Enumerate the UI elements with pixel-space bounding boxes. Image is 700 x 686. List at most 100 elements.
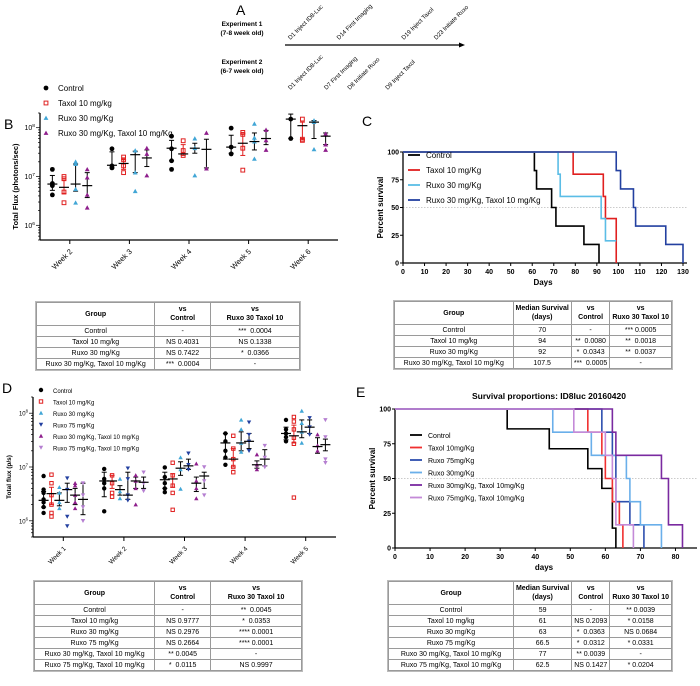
table-cell: Control bbox=[394, 324, 514, 336]
table-row: Control - ** 0.0045 bbox=[33, 604, 302, 616]
data-point bbox=[109, 494, 115, 499]
series-2 bbox=[70, 118, 320, 205]
survival-curve-3 bbox=[403, 151, 684, 263]
y-tick-label: 25 bbox=[383, 511, 391, 518]
header-text: vs bbox=[636, 305, 645, 312]
data-point bbox=[117, 476, 123, 481]
table-cell: * 0.0115 bbox=[154, 659, 212, 671]
table-cell: - bbox=[571, 604, 611, 616]
data-point bbox=[72, 500, 78, 505]
y-tick-exponent: 6 bbox=[32, 221, 35, 227]
data-point bbox=[186, 463, 191, 467]
data-point bbox=[283, 427, 289, 432]
data-point bbox=[84, 166, 90, 172]
data-point bbox=[121, 154, 126, 160]
data-point bbox=[141, 489, 146, 494]
data-point bbox=[41, 504, 46, 510]
y-tick-label: 100 bbox=[379, 407, 391, 414]
table-header-row: Group vs Control vs Ruxo 30 Taxol 10 bbox=[33, 581, 302, 605]
survival-curve-0 bbox=[403, 151, 600, 263]
y-tick-label: 0 bbox=[395, 261, 399, 268]
data-point bbox=[162, 465, 168, 470]
y-axis-label: Percent survival bbox=[368, 448, 377, 510]
table-cell: Ruxo 75 mg/Kg, Taxol 10 mg/Kg bbox=[33, 659, 156, 671]
table-row: Control - *** 0.0004 bbox=[35, 325, 301, 337]
header-text: vs bbox=[636, 585, 645, 592]
data-point bbox=[144, 151, 150, 156]
stats-table-d: Group vs Control vs Ruxo 30 Taxol 10 Control -… bbox=[33, 580, 303, 672]
data-point bbox=[41, 490, 46, 496]
table-cell: Taxol 10 mg/kg bbox=[394, 335, 514, 347]
data-point bbox=[38, 410, 44, 415]
header-text: vs bbox=[586, 305, 595, 312]
timeline-event-exp2: D9 Inject Taxol bbox=[385, 59, 417, 91]
header-text: Control bbox=[578, 594, 604, 601]
table-cell: Control bbox=[33, 604, 156, 616]
x-tick-label: 60 bbox=[601, 554, 609, 561]
table-cell: Control bbox=[388, 604, 514, 616]
data-point bbox=[43, 85, 49, 91]
x-tick-label: 10 bbox=[421, 269, 429, 276]
data-point bbox=[180, 138, 186, 144]
data-point bbox=[291, 419, 297, 424]
table-row: Ruxo 30 mg/Kg, Taxol 10 mg/Kg ** 0.0045- bbox=[33, 648, 302, 660]
table-header-row: Group Median Survival (days) vs Control vs Rux… bbox=[388, 581, 672, 605]
data-point bbox=[299, 440, 304, 445]
data-point bbox=[125, 498, 131, 503]
data-point bbox=[109, 163, 115, 169]
x-tick-label: Week 1 bbox=[47, 545, 68, 566]
y-tick-label: 108 bbox=[19, 409, 29, 418]
table-cell: **** 0.0001 bbox=[210, 637, 302, 649]
data-point bbox=[223, 462, 228, 467]
table-row: Ruxo 30 mg/Kg, Taxol 10 mg/Kg 77 ** 0.0039… bbox=[388, 648, 672, 660]
data-point bbox=[307, 432, 312, 437]
data-point bbox=[299, 116, 305, 122]
x-tick-label: Week 2 bbox=[108, 545, 129, 566]
timeline-event-exp1: D14 First Imaging bbox=[336, 4, 374, 42]
x-tick-label: Week 3 bbox=[110, 247, 134, 271]
legend-label: Ruxo 30mg/Kg bbox=[428, 471, 474, 478]
data-point bbox=[246, 420, 252, 425]
header-text: vs bbox=[251, 306, 259, 313]
table-header-cell: Group bbox=[33, 581, 156, 605]
x-axis-label: days bbox=[535, 563, 554, 572]
survival-curve-3 bbox=[395, 408, 663, 548]
table-header-row: Group vs Control vs Ruxo 30 Taxol 10 bbox=[35, 302, 301, 326]
table-cell: *** 0.0004 bbox=[154, 358, 211, 370]
data-point bbox=[65, 514, 70, 519]
table-row: Ruxo 75 mg/Kg NS 0.2664 **** 0.0001 bbox=[33, 637, 302, 649]
series-2 bbox=[54, 408, 307, 511]
x-tick-label: 50 bbox=[507, 269, 515, 276]
table-header-cell: Median Survival (days) bbox=[512, 301, 572, 325]
table-cell: ** 0.0045 bbox=[210, 604, 302, 616]
x-tick-label: Week 4 bbox=[229, 545, 250, 566]
table-header-cell: Group bbox=[394, 301, 514, 325]
data-point bbox=[194, 486, 199, 491]
data-point bbox=[38, 399, 44, 404]
data-point bbox=[102, 466, 107, 472]
data-point bbox=[299, 421, 304, 426]
legend-label: Ruxo 30 mg/Kg bbox=[58, 114, 113, 123]
panel-letter-b: B bbox=[4, 116, 14, 132]
y-tick-base: 10 bbox=[24, 174, 32, 181]
x-tick-label: Week 5 bbox=[290, 545, 311, 566]
data-point bbox=[72, 480, 78, 485]
data-point bbox=[311, 118, 317, 123]
x-tick-label: 60 bbox=[528, 269, 536, 276]
table-row: Taxol 10 mg/kg NS 0.9777 * 0.0353 bbox=[33, 615, 302, 627]
data-point bbox=[240, 130, 246, 135]
table-header-cell: vs Control bbox=[154, 581, 212, 605]
data-point bbox=[231, 470, 236, 475]
data-point bbox=[65, 476, 70, 481]
stats-table-e: Group Median Survival (days) vs Control vs Rux… bbox=[387, 580, 673, 672]
data-point bbox=[38, 387, 44, 393]
data-point bbox=[223, 455, 228, 460]
survival-curve-1 bbox=[403, 151, 618, 263]
data-point bbox=[57, 506, 62, 511]
data-point bbox=[102, 486, 107, 491]
data-point bbox=[231, 464, 236, 470]
table-cell: Ruxo 30 mg/Kg bbox=[33, 626, 156, 638]
table-cell: NS 0.1338 bbox=[209, 336, 301, 348]
legend-label: Taxol 10 mg/Kg bbox=[53, 401, 94, 407]
